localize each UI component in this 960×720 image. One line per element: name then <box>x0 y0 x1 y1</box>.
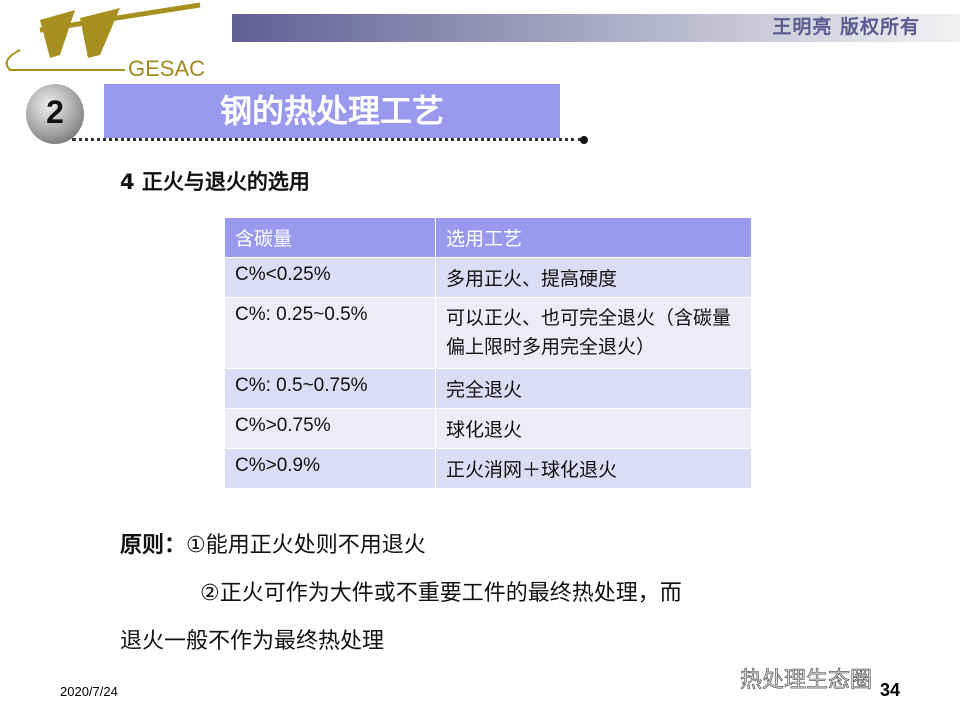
principle-item-2-cont: 退火一般不作为最终热处理 <box>120 629 385 654</box>
gesac-logo <box>5 2 201 71</box>
page-number: 34 <box>880 680 901 700</box>
cell-carbon: C%>0.9% <box>224 448 436 489</box>
table-row: C%: 0.25~0.5% 可以正火、也可完全退火（含碳量偏上限时多用完全退火） <box>224 297 752 369</box>
section-subtitle: 4 正火与退火的选用 <box>120 170 310 194</box>
logo-text: GESAC <box>128 56 206 81</box>
divider-dot <box>580 136 588 144</box>
copyright-text: 王明亮 版权所有 <box>772 16 920 38</box>
slide-date: 2020/7/24 <box>60 684 118 699</box>
table-row: C%<0.25% 多用正火、提高硬度 <box>224 257 752 298</box>
header-banner <box>232 14 960 42</box>
table-row: C%: 0.5~0.75% 完全退火 <box>224 368 752 409</box>
cell-carbon: C%: 0.5~0.75% <box>224 368 436 409</box>
section-number-badge: 2 <box>26 84 84 144</box>
cell-process: 正火消网＋球化退火 <box>435 448 752 489</box>
principle-line-1: 原则：①能用正火处则不用退火 <box>120 527 426 559</box>
dotted-divider <box>72 138 582 141</box>
cell-process: 可以正火、也可完全退火（含碳量偏上限时多用完全退火） <box>435 297 752 369</box>
table-row: C%>0.9% 正火消网＋球化退火 <box>224 448 752 489</box>
table-row: C%>0.75% 球化退火 <box>224 408 752 449</box>
cell-carbon: C%<0.25% <box>224 257 436 298</box>
principle-item-1: ①能用正火处则不用退火 <box>186 533 426 558</box>
section-number: 2 <box>46 94 64 130</box>
cell-process: 完全退火 <box>435 368 752 409</box>
slide-title: 钢的热处理工艺 <box>104 84 560 138</box>
cell-process: 球化退火 <box>435 408 752 449</box>
cell-carbon: C%: 0.25~0.5% <box>224 297 436 369</box>
cell-process: 多用正火、提高硬度 <box>435 257 752 298</box>
watermark: 热处理生态圈 <box>740 668 873 694</box>
carbon-content-table: 含碳量 选用工艺 C%<0.25% 多用正火、提高硬度 C%: 0.25~0.5%… <box>224 217 752 489</box>
table-header-row: 含碳量 选用工艺 <box>224 217 752 258</box>
header-process: 选用工艺 <box>435 217 752 258</box>
principle-item-2: ②正火可作为大件或不重要工件的最终热处理，而 <box>200 581 682 606</box>
header-carbon: 含碳量 <box>224 217 436 258</box>
principle-label: 原则： <box>120 533 187 558</box>
cell-carbon: C%>0.75% <box>224 408 436 449</box>
